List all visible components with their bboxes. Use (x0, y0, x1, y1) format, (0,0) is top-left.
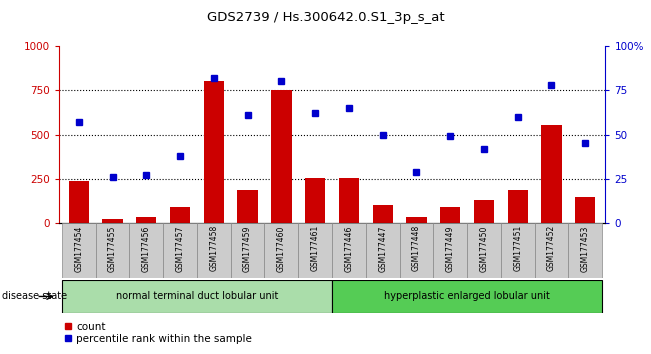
Bar (136, 217, 156, 223)
Bar (163, 223, 197, 278)
Bar (467, 223, 501, 278)
Text: GSM177456: GSM177456 (142, 225, 151, 272)
Bar (69, 181, 89, 223)
Text: GSM177450: GSM177450 (479, 225, 488, 272)
Bar (298, 223, 332, 278)
Bar (170, 207, 190, 223)
Text: GSM177446: GSM177446 (344, 225, 353, 272)
Text: GSM177455: GSM177455 (108, 225, 117, 272)
Text: GSM177452: GSM177452 (547, 225, 556, 272)
Bar (339, 178, 359, 223)
Text: GSM177453: GSM177453 (581, 225, 590, 272)
Bar (271, 90, 292, 223)
Bar (102, 219, 123, 223)
Bar (575, 198, 595, 223)
Bar (534, 223, 568, 278)
Text: GSM177458: GSM177458 (210, 225, 218, 272)
Bar (568, 223, 602, 278)
Bar (230, 223, 264, 278)
Bar (332, 223, 366, 278)
Bar (204, 81, 224, 223)
Bar (474, 200, 494, 223)
Text: GSM177457: GSM177457 (176, 225, 185, 272)
Bar (197, 223, 230, 278)
Text: GSM177454: GSM177454 (74, 225, 83, 272)
Bar (440, 207, 460, 223)
Bar (400, 223, 434, 278)
Text: GSM177449: GSM177449 (446, 225, 454, 272)
Text: GSM177459: GSM177459 (243, 225, 252, 272)
Bar (434, 223, 467, 278)
Text: hyperplastic enlarged lobular unit: hyperplastic enlarged lobular unit (384, 291, 550, 302)
Text: GSM177451: GSM177451 (513, 225, 522, 272)
Text: GSM177461: GSM177461 (311, 225, 320, 272)
Bar (366, 223, 400, 278)
Bar (62, 223, 96, 278)
Bar (372, 205, 393, 223)
Bar (238, 190, 258, 223)
Bar (406, 217, 426, 223)
Bar (305, 178, 326, 223)
Bar (501, 223, 534, 278)
Text: normal terminal duct lobular unit: normal terminal duct lobular unit (116, 291, 278, 302)
Bar (332, 280, 602, 313)
Bar (130, 223, 163, 278)
Text: disease state: disease state (2, 291, 67, 302)
Text: GSM177448: GSM177448 (412, 225, 421, 272)
Bar (62, 280, 332, 313)
Text: GSM177460: GSM177460 (277, 225, 286, 272)
Text: GSM177447: GSM177447 (378, 225, 387, 272)
Bar (264, 223, 298, 278)
Text: GDS2739 / Hs.300642.0.S1_3p_s_at: GDS2739 / Hs.300642.0.S1_3p_s_at (206, 11, 445, 24)
Legend: count, percentile rank within the sample: count, percentile rank within the sample (64, 322, 252, 344)
Bar (96, 223, 130, 278)
Bar (508, 190, 528, 223)
Bar (541, 125, 562, 223)
